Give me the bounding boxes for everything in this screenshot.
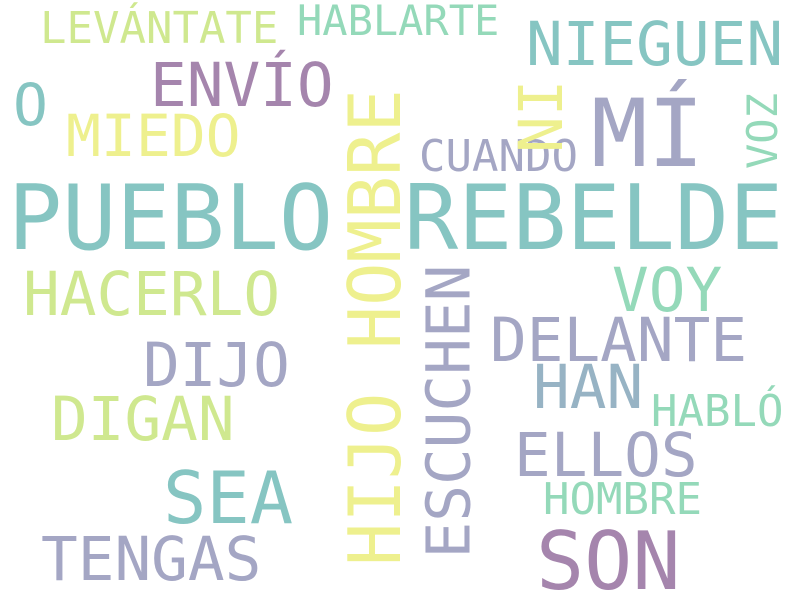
word-envio: ENVÍO	[150, 50, 334, 121]
word-son: SON	[536, 515, 681, 600]
word-hacerlo: HACERLO	[23, 259, 281, 330]
word-hombre-small: HOMBRE	[543, 474, 702, 525]
word-hablarte: HABLARTE	[297, 0, 500, 45]
word-mi: MÍ	[591, 80, 705, 189]
word-escuchen: ESCUCHEN	[413, 264, 485, 559]
word-pueblo: PUEBLO	[8, 166, 334, 271]
word-ellos: ELLOS	[514, 420, 698, 491]
word-cuando: CUANDO	[419, 131, 578, 182]
word-o: O	[13, 71, 48, 139]
word-hablo: HABLÓ	[651, 386, 784, 437]
word-rebelde: REBELDE	[404, 166, 784, 271]
word-delante: DELANTE	[490, 305, 748, 376]
word-ni: NI	[506, 79, 577, 153]
word-miedo: MIEDO	[66, 102, 241, 170]
word-hijo-hombre: HIJO HOMBRE	[333, 89, 417, 566]
word-voy: VOY	[612, 255, 723, 326]
word-sea: SEA	[163, 456, 294, 540]
word-digan: DIGAN	[51, 384, 235, 455]
word-dijo: DIJO	[143, 330, 290, 401]
word-tengas: TENGAS	[41, 524, 262, 595]
word-nieguen: NIEGUEN	[526, 9, 784, 80]
word-levantate: LEVÁNTATE	[40, 3, 279, 54]
word-han: HAN	[533, 352, 644, 423]
word-voz: VOZ	[738, 93, 787, 169]
